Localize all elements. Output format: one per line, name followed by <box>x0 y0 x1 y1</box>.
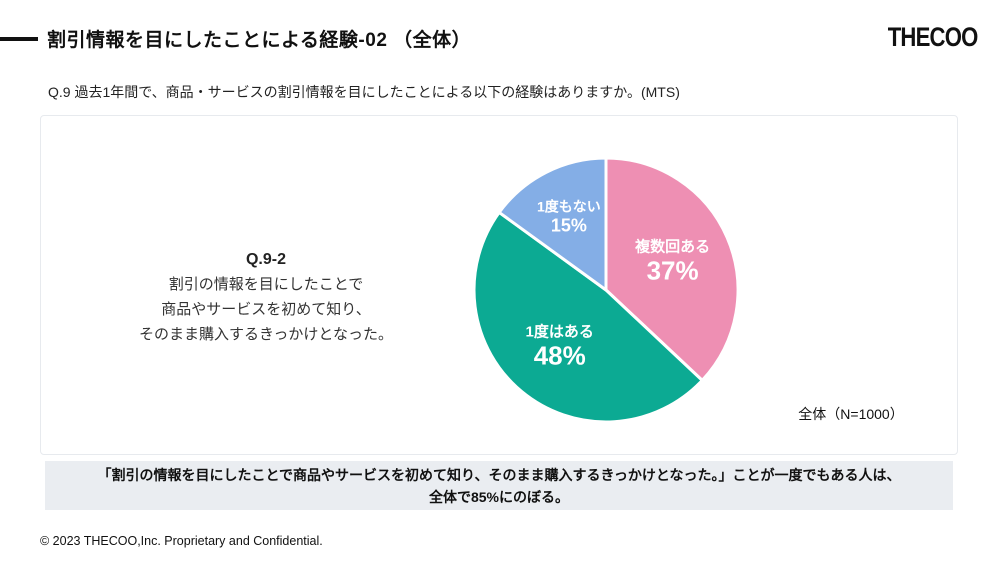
summary-line: 全体で85%にのぼる。 <box>428 488 570 505</box>
prompt-heading: Q.9-2 <box>245 251 286 268</box>
copyright-text: © 2023 THECOO,Inc. Proprietary and Confi… <box>40 534 323 548</box>
chart-card: Q.9-2 割引の情報を目にしたことで 商品やサービスを初めて知り、 そのまま購… <box>40 115 958 455</box>
pie-slice-1度もない <box>497 156 608 292</box>
page-title: 割引情報を目にしたことによる経験-02 （全体） <box>47 30 472 51</box>
summary-bar: 「割引の情報を目にしたことで商品やサービスを初めて知り、そのまま購入するきっかけ… <box>45 461 953 510</box>
pie-slice-複数回ある <box>604 156 740 382</box>
sample-size-label: 全体（N=1000） <box>798 406 904 422</box>
pie-slice-1度はある <box>472 210 704 424</box>
header: 割引情報を目にしたことによる経験-02 （全体） <box>0 25 471 52</box>
prompt-line: そのまま購入するきっかけとなった。 <box>139 326 393 343</box>
summary-line: 「割引の情報を目にしたことで商品やサービスを初めて知り、そのまま購入するきっかけ… <box>97 466 901 483</box>
prompt-line: 商品やサービスを初めて知り、 <box>161 301 371 318</box>
thecoo-logo: THECOO <box>888 22 979 52</box>
prompt-line: 割引の情報を目にしたことで <box>168 276 364 293</box>
pie-chart-svg <box>472 156 740 424</box>
pie-chart: 複数回ある 37% 1度はある 48% 1度もない 15% <box>466 150 746 430</box>
question-prompt: Q.9-2 割引の情報を目にしたことで 商品やサービスを初めて知り、 そのまま購… <box>111 247 421 347</box>
question-text: Q.9 過去1年間で、商品・サービスの割引情報を目にしたことによる以下の経験はあ… <box>48 84 680 100</box>
title-dash-rule <box>0 36 38 41</box>
